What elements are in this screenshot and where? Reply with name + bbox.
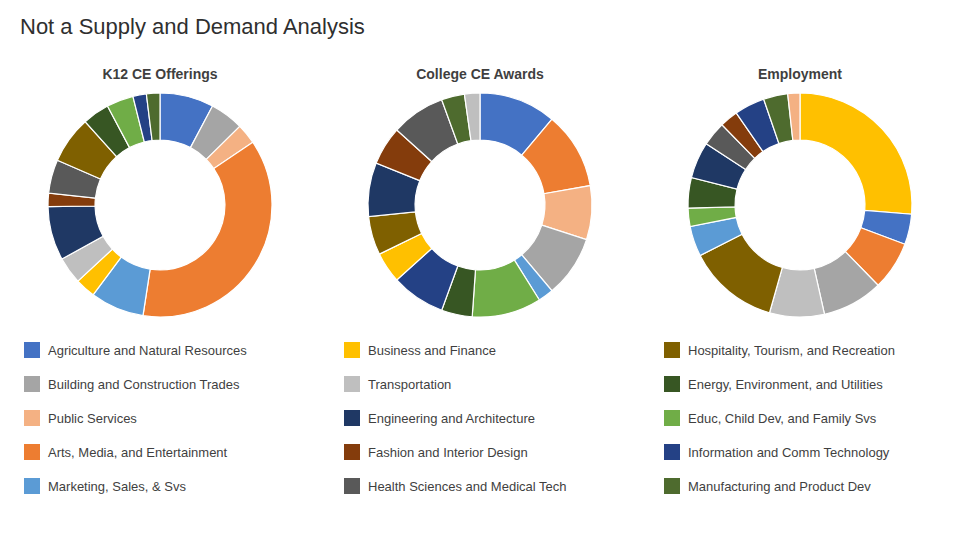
legend-label: Manufacturing and Product Dev: [688, 479, 871, 494]
legend-swatch: [664, 376, 680, 392]
legend-item: Hospitality, Tourism, and Recreation: [664, 342, 895, 358]
legend-item: Engineering and Architecture: [344, 410, 535, 426]
donut-title: College CE Awards: [416, 66, 544, 82]
legend-swatch: [24, 342, 40, 358]
donut: [368, 93, 592, 317]
legend-swatch: [344, 342, 360, 358]
legend-label: Engineering and Architecture: [368, 411, 535, 426]
legend-label: Public Services: [48, 411, 137, 426]
donut-slice: [464, 93, 480, 141]
legend-label: Fashion and Interior Design: [368, 445, 528, 460]
legend-item: Fashion and Interior Design: [344, 444, 528, 460]
legend: Agriculture and Natural Resources Buildin…: [24, 342, 895, 494]
donut-slice: [143, 142, 272, 317]
donut-slice: [48, 206, 103, 259]
legend-swatch: [344, 478, 360, 494]
legend-item: Information and Comm Technology: [664, 444, 890, 460]
legend-item: Marketing, Sales, & Svs: [24, 478, 186, 494]
legend-swatch: [24, 376, 40, 392]
legend-label: Agriculture and Natural Resources: [48, 343, 247, 358]
legend-item: Agriculture and Natural Resources: [24, 342, 247, 358]
legend-item: Business and Finance: [344, 342, 496, 358]
donut-slice: [788, 93, 800, 140]
legend-label: Building and Construction Trades: [48, 377, 240, 392]
donut-slice: [472, 260, 539, 317]
donut: [688, 93, 912, 317]
legend-label: Arts, Media, and Entertainment: [48, 445, 228, 460]
legend-item: Educ, Child Dev, and Family Svs: [664, 410, 877, 426]
legend-label: Hospitality, Tourism, and Recreation: [688, 343, 895, 358]
legend-label: Information and Comm Technology: [688, 445, 890, 460]
donut-slice: [369, 212, 422, 254]
legend-label: Health Sciences and Medical Tech: [368, 479, 567, 494]
legend-swatch: [24, 410, 40, 426]
legend-swatch: [24, 444, 40, 460]
donut-slice: [800, 93, 912, 214]
donut-slice: [814, 252, 878, 315]
chart-root: Not a Supply and Demand Analysis K12 CE O…: [0, 0, 960, 540]
legend-item: Manufacturing and Product Dev: [664, 478, 871, 494]
legend-label: Marketing, Sales, & Svs: [48, 479, 186, 494]
legend-swatch: [344, 410, 360, 426]
legend-swatch: [664, 410, 680, 426]
chart-title: Not a Supply and Demand Analysis: [20, 14, 365, 39]
donut-slice: [146, 93, 160, 141]
legend-item: Public Services: [24, 410, 137, 426]
legend-item: Energy, Environment, and Utilities: [664, 376, 883, 392]
donut-slice: [688, 207, 736, 227]
donut-title: K12 CE Offerings: [102, 66, 217, 82]
legend-swatch: [344, 376, 360, 392]
donut-title: Employment: [758, 66, 842, 82]
legend-swatch: [664, 342, 680, 358]
donut: [48, 93, 272, 317]
legend-label: Transportation: [368, 377, 451, 392]
legend-label: Educ, Child Dev, and Family Svs: [688, 411, 877, 426]
legend-label: Business and Finance: [368, 343, 496, 358]
legend-item: Arts, Media, and Entertainment: [24, 444, 228, 460]
legend-swatch: [664, 444, 680, 460]
donut-slice: [522, 119, 591, 194]
legend-swatch: [24, 478, 40, 494]
legend-item: Building and Construction Trades: [24, 376, 240, 392]
legend-item: Transportation: [344, 376, 451, 392]
legend-swatch: [344, 444, 360, 460]
legend-label: Energy, Environment, and Utilities: [688, 377, 883, 392]
legend-item: Health Sciences and Medical Tech: [344, 478, 567, 494]
legend-swatch: [664, 478, 680, 494]
